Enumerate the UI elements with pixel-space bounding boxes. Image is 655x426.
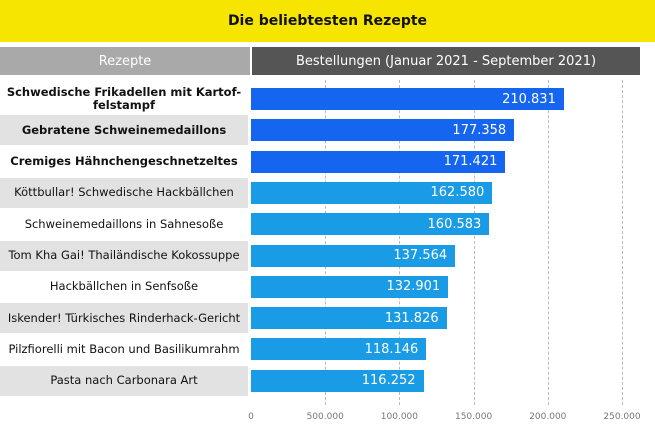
x-tick-label: 500.000 <box>306 412 344 422</box>
bar <box>251 150 506 173</box>
category-label: Pilzfiorelli mit Bacon und Basilikumrahm <box>0 334 248 365</box>
bar <box>251 244 456 267</box>
value-label: 210.831 <box>502 91 556 107</box>
category-label: Tom Kha Gai! Thailändische Kokossuppe <box>0 240 248 271</box>
grid-line <box>399 80 401 405</box>
value-header: Bestellungen (Januar 2021 - September 20… <box>252 47 640 75</box>
value-label: 118.146 <box>364 341 419 357</box>
category-label: Schweinemedaillons in Sahnesoße <box>0 209 248 240</box>
category-label: Cremiges Hähnchengeschnetzeltes <box>0 146 248 177</box>
value-label: 116.252 <box>361 373 416 389</box>
value-label: 160.583 <box>427 216 482 232</box>
category-label: Hackbällchen in Senfsoße <box>0 271 248 302</box>
category-label: Köttbullar! Schwedische Hackbällchen <box>0 177 248 208</box>
chart-title: Die beliebtesten Rezepte <box>0 0 655 42</box>
bar <box>251 181 493 204</box>
bar <box>251 88 564 110</box>
category-header: Rezepte <box>0 47 250 75</box>
value-label: 162.580 <box>430 185 485 201</box>
bar <box>251 338 427 361</box>
x-tick-label: 150.000 <box>454 412 493 422</box>
value-label: 132.901 <box>386 279 441 295</box>
bar <box>251 369 424 392</box>
bar <box>251 307 447 330</box>
x-tick-label: 0 <box>248 412 254 422</box>
category-label: Schwedische Frikadellen mit Kartof- fels… <box>0 84 248 114</box>
category-label: Pasta nach Carbonara Art <box>0 365 248 396</box>
bar <box>251 275 449 298</box>
value-label: 137.564 <box>393 248 448 263</box>
value-label: 131.826 <box>384 310 439 326</box>
value-label: 177.358 <box>452 122 507 138</box>
x-tick-label: 200.000 <box>529 412 567 422</box>
category-label: Iskender! Türkisches Rinderhack-Gericht <box>0 303 248 334</box>
bar <box>251 119 515 142</box>
bar <box>251 213 490 236</box>
x-tick-label: 100.000 <box>380 412 418 422</box>
category-label: Gebratene Schweinemedaillons <box>0 115 248 146</box>
grid-line <box>325 80 327 405</box>
grid-line <box>473 80 475 405</box>
x-tick-label: 250.000 <box>603 412 641 422</box>
grid-line <box>622 80 623 405</box>
grid-line <box>547 80 549 405</box>
value-label: 171.421 <box>443 154 498 170</box>
